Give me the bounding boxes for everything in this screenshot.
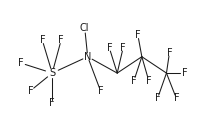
Text: S: S bbox=[49, 68, 55, 78]
Text: F: F bbox=[107, 43, 112, 53]
Text: F: F bbox=[98, 86, 103, 96]
Text: F: F bbox=[49, 98, 55, 108]
Text: F: F bbox=[135, 30, 141, 40]
Text: F: F bbox=[18, 58, 23, 68]
Text: F: F bbox=[146, 76, 151, 86]
Text: Cl: Cl bbox=[80, 23, 89, 33]
Text: F: F bbox=[182, 68, 188, 78]
Text: F: F bbox=[40, 35, 45, 45]
Text: F: F bbox=[28, 86, 33, 96]
Text: F: F bbox=[155, 93, 160, 103]
Text: F: F bbox=[174, 93, 179, 103]
Text: F: F bbox=[131, 76, 137, 86]
Text: F: F bbox=[58, 35, 64, 45]
Text: N: N bbox=[84, 52, 91, 62]
Text: F: F bbox=[167, 48, 172, 58]
Text: F: F bbox=[120, 43, 126, 53]
